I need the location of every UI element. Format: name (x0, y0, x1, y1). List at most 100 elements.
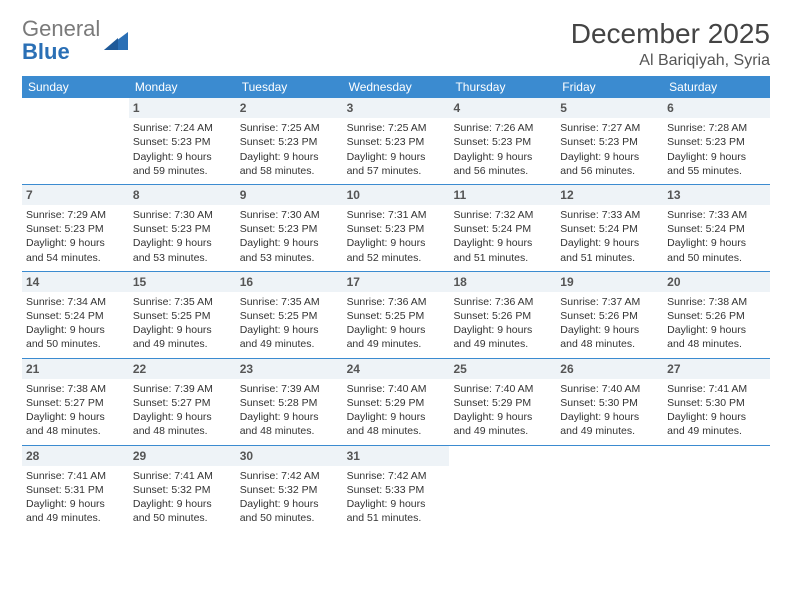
sunrise-text: Sunrise: 7:40 AM (347, 382, 446, 396)
day-cell: 24Sunrise: 7:40 AMSunset: 5:29 PMDayligh… (343, 359, 450, 445)
daylight-text: and 48 minutes. (347, 424, 446, 438)
daylight-text: and 50 minutes. (26, 337, 125, 351)
daylight-text: and 51 minutes. (347, 511, 446, 525)
sunset-text: Sunset: 5:25 PM (347, 309, 446, 323)
sunrise-text: Sunrise: 7:38 AM (667, 295, 766, 309)
daylight-text: and 52 minutes. (347, 251, 446, 265)
day-cell: 4Sunrise: 7:26 AMSunset: 5:23 PMDaylight… (449, 98, 556, 184)
day-number: 18 (449, 272, 556, 292)
daylight-text: and 49 minutes. (133, 337, 232, 351)
sunrise-text: Sunrise: 7:39 AM (240, 382, 339, 396)
day-cell: 27Sunrise: 7:41 AMSunset: 5:30 PMDayligh… (663, 359, 770, 445)
daylight-text: and 53 minutes. (240, 251, 339, 265)
day-cell: 1Sunrise: 7:24 AMSunset: 5:23 PMDaylight… (129, 98, 236, 184)
day-number: 20 (663, 272, 770, 292)
weekday-header: Tuesday (236, 76, 343, 98)
daylight-text: Daylight: 9 hours (26, 236, 125, 250)
sunset-text: Sunset: 5:23 PM (347, 222, 446, 236)
sunrise-text: Sunrise: 7:41 AM (133, 469, 232, 483)
daylight-text: and 49 minutes. (667, 424, 766, 438)
sunrise-text: Sunrise: 7:38 AM (26, 382, 125, 396)
daylight-text: Daylight: 9 hours (453, 410, 552, 424)
day-cell: . (449, 446, 556, 532)
daylight-text: and 55 minutes. (667, 164, 766, 178)
weeks-container: .1Sunrise: 7:24 AMSunset: 5:23 PMDayligh… (22, 98, 770, 531)
sunrise-text: Sunrise: 7:37 AM (560, 295, 659, 309)
sunset-text: Sunset: 5:31 PM (26, 483, 125, 497)
day-cell: 5Sunrise: 7:27 AMSunset: 5:23 PMDaylight… (556, 98, 663, 184)
title-block: December 2025 Al Bariqiyah, Syria (571, 18, 770, 70)
sunset-text: Sunset: 5:26 PM (453, 309, 552, 323)
daylight-text: and 48 minutes. (133, 424, 232, 438)
sunrise-text: Sunrise: 7:40 AM (453, 382, 552, 396)
sunrise-text: Sunrise: 7:36 AM (453, 295, 552, 309)
daylight-text: Daylight: 9 hours (133, 150, 232, 164)
day-cell: 14Sunrise: 7:34 AMSunset: 5:24 PMDayligh… (22, 272, 129, 358)
day-number: 25 (449, 359, 556, 379)
day-cell: 25Sunrise: 7:40 AMSunset: 5:29 PMDayligh… (449, 359, 556, 445)
daylight-text: Daylight: 9 hours (453, 150, 552, 164)
day-cell: 17Sunrise: 7:36 AMSunset: 5:25 PMDayligh… (343, 272, 450, 358)
day-number: 13 (663, 185, 770, 205)
day-number: 9 (236, 185, 343, 205)
sunset-text: Sunset: 5:32 PM (240, 483, 339, 497)
week-row: 7Sunrise: 7:29 AMSunset: 5:23 PMDaylight… (22, 185, 770, 272)
day-cell: 28Sunrise: 7:41 AMSunset: 5:31 PMDayligh… (22, 446, 129, 532)
daylight-text: and 50 minutes. (240, 511, 339, 525)
daylight-text: and 53 minutes. (133, 251, 232, 265)
daylight-text: and 49 minutes. (347, 337, 446, 351)
day-cell: 8Sunrise: 7:30 AMSunset: 5:23 PMDaylight… (129, 185, 236, 271)
daylight-text: Daylight: 9 hours (240, 323, 339, 337)
sunrise-text: Sunrise: 7:25 AM (240, 121, 339, 135)
day-number: 19 (556, 272, 663, 292)
sunset-text: Sunset: 5:33 PM (347, 483, 446, 497)
day-number: 24 (343, 359, 450, 379)
daylight-text: and 51 minutes. (560, 251, 659, 265)
daylight-text: Daylight: 9 hours (347, 323, 446, 337)
sunrise-text: Sunrise: 7:35 AM (240, 295, 339, 309)
daylight-text: Daylight: 9 hours (560, 150, 659, 164)
daylight-text: Daylight: 9 hours (667, 410, 766, 424)
calendar-page: General Blue December 2025 Al Bariqiyah,… (0, 0, 792, 541)
sunset-text: Sunset: 5:32 PM (133, 483, 232, 497)
daylight-text: Daylight: 9 hours (26, 323, 125, 337)
sunset-text: Sunset: 5:23 PM (133, 135, 232, 149)
header: General Blue December 2025 Al Bariqiyah,… (22, 18, 770, 70)
sunrise-text: Sunrise: 7:33 AM (667, 208, 766, 222)
sunrise-text: Sunrise: 7:34 AM (26, 295, 125, 309)
daylight-text: Daylight: 9 hours (667, 323, 766, 337)
week-row: 28Sunrise: 7:41 AMSunset: 5:31 PMDayligh… (22, 446, 770, 532)
daylight-text: Daylight: 9 hours (560, 323, 659, 337)
sunrise-text: Sunrise: 7:30 AM (240, 208, 339, 222)
sunset-text: Sunset: 5:26 PM (667, 309, 766, 323)
day-number: 2 (236, 98, 343, 118)
day-cell: 18 Sunrise: 7:36 AMSunset: 5:26 PMDayligh… (449, 272, 556, 358)
logo-part1: General (22, 16, 100, 41)
weekday-header: Sunday (22, 76, 129, 98)
daylight-text: Daylight: 9 hours (240, 410, 339, 424)
daylight-text: Daylight: 9 hours (133, 323, 232, 337)
weekday-header: Monday (129, 76, 236, 98)
daylight-text: Daylight: 9 hours (133, 410, 232, 424)
sunrise-text: Sunrise: 7:26 AM (453, 121, 552, 135)
day-cell: . (22, 98, 129, 184)
day-cell: 29Sunrise: 7:41 AMSunset: 5:32 PMDayligh… (129, 446, 236, 532)
day-number: 27 (663, 359, 770, 379)
daylight-text: and 57 minutes. (347, 164, 446, 178)
weekday-header-row: SundayMondayTuesdayWednesdayThursdayFrid… (22, 76, 770, 98)
daylight-text: and 49 minutes. (560, 424, 659, 438)
sunset-text: Sunset: 5:23 PM (133, 222, 232, 236)
day-number: 14 (22, 272, 129, 292)
day-number: 12 (556, 185, 663, 205)
daylight-text: Daylight: 9 hours (453, 323, 552, 337)
day-number: 10 (343, 185, 450, 205)
day-number: 26 (556, 359, 663, 379)
daylight-text: Daylight: 9 hours (347, 410, 446, 424)
sunrise-text: Sunrise: 7:36 AM (347, 295, 446, 309)
day-number: 8 (129, 185, 236, 205)
sunset-text: Sunset: 5:23 PM (453, 135, 552, 149)
daylight-text: and 59 minutes. (133, 164, 232, 178)
daylight-text: and 49 minutes. (240, 337, 339, 351)
sunrise-text: Sunrise: 7:39 AM (133, 382, 232, 396)
location-label: Al Bariqiyah, Syria (571, 52, 770, 70)
